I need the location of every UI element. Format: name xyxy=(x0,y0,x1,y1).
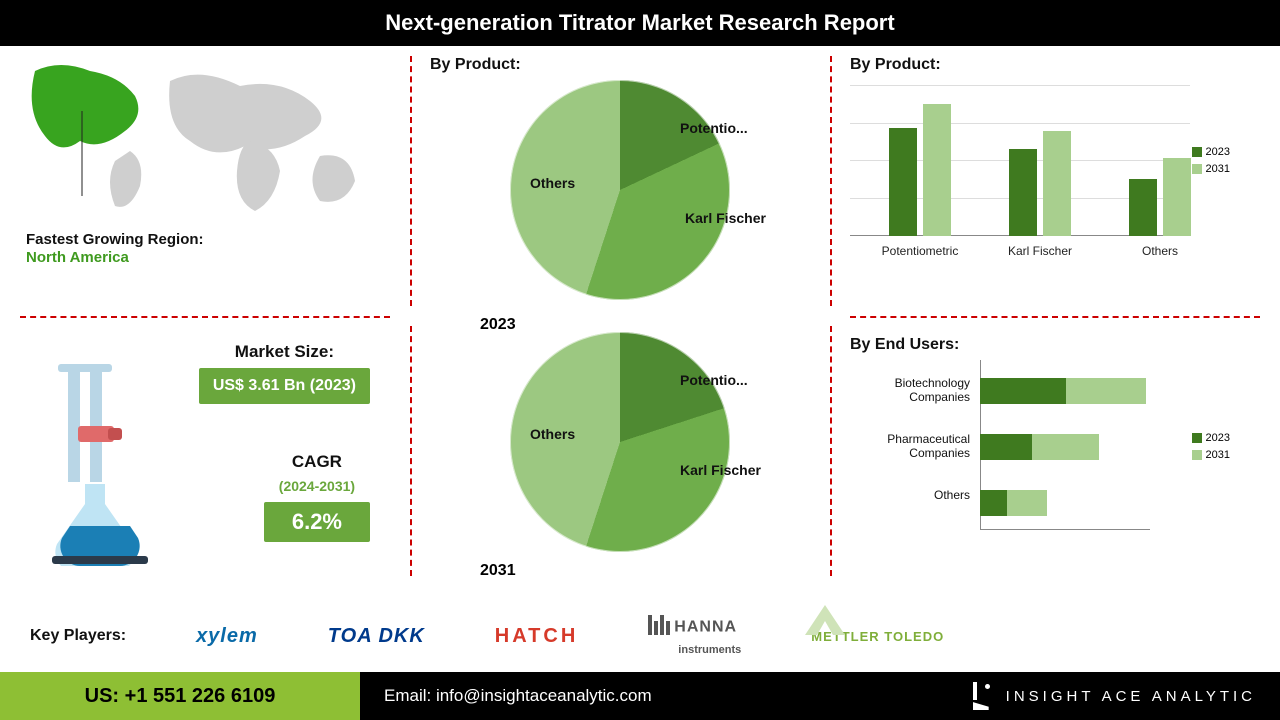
key-players-row: Key Players: xylem TOA DKK HATCH HANNAin… xyxy=(0,600,1280,672)
key-players-label: Key Players: xyxy=(30,627,126,645)
hbar-category: Biotechnology Companies xyxy=(850,376,970,405)
main-grid: Fastest Growing Region: North America By… xyxy=(0,46,1280,600)
hbar-section-label: By End Users: xyxy=(850,336,1260,354)
logo-xylem: xylem xyxy=(196,625,258,648)
report-title: Next-generation Titrator Market Research… xyxy=(0,0,1280,46)
pie2-label-others: Others xyxy=(530,426,575,442)
hbar-chart: 2023 2031 Biotechnology Companies Pharmac… xyxy=(850,360,1230,550)
footer: US: +1 551 226 6109 Email: info@insighta… xyxy=(0,672,1280,720)
pie-label-others: Others xyxy=(530,175,575,191)
footer-phone: US: +1 551 226 6109 xyxy=(0,672,360,720)
market-size-value: US$ 3.61 Bn (2023) xyxy=(199,368,370,404)
cagr-value: 6.2% xyxy=(264,502,370,542)
bar-category: Karl Fischer xyxy=(990,244,1090,258)
pie-2031-panel: Potentio... Karl Fischer Others 2031 xyxy=(410,316,830,586)
pie-2023-panel: By Product: Potentio... Karl Fischer Oth… xyxy=(410,46,830,316)
titrator-icon xyxy=(30,356,180,566)
footer-email: Email: info@insightaceanalytic.com xyxy=(384,686,652,706)
logo-mettler: METTLER TOLEDO xyxy=(811,629,944,644)
hbar-legend: 2023 2031 xyxy=(1192,430,1230,463)
hbar-panel: By End Users: 2023 2031 Biotechnology Co… xyxy=(830,316,1280,586)
hbar-category: Pharmaceutical Companies xyxy=(850,432,970,461)
region-panel: Fastest Growing Region: North America xyxy=(0,46,410,316)
cagr-period: (2024-2031) xyxy=(264,478,370,494)
market-size-label: Market Size: xyxy=(199,342,370,362)
pie-label-potentiometric: Potentio... xyxy=(680,120,748,136)
brand-icon xyxy=(970,682,992,710)
footer-brand: INSIGHT ACE ANALYTIC xyxy=(970,682,1256,710)
pie-year-2031: 2031 xyxy=(480,562,516,580)
cagr-label: CAGR xyxy=(264,452,370,472)
logo-hanna: HANNAinstruments xyxy=(648,615,741,658)
hbar-category: Others xyxy=(850,488,970,502)
bar-chart: 2023 2031 PotentiometricKarl FischerOthe… xyxy=(850,84,1230,264)
bar-section-label: By Product: xyxy=(850,56,1260,74)
region-value: North America xyxy=(26,249,129,266)
pie-chart-2031 xyxy=(510,332,730,552)
bar-category: Potentiometric xyxy=(870,244,970,258)
logo-hatch: HATCH xyxy=(495,625,579,648)
pie-label-karlfischer: Karl Fischer xyxy=(685,210,766,226)
pie2-label-karlfischer: Karl Fischer xyxy=(680,462,761,478)
bar-category: Others xyxy=(1110,244,1210,258)
pie2-label-potentiometric: Potentio... xyxy=(680,372,748,388)
pie-section-label: By Product: xyxy=(430,56,810,74)
world-map-icon xyxy=(20,56,400,226)
bar-panel: By Product: 2023 2031 PotentiometricKarl… xyxy=(830,46,1280,316)
logo-toadkk: TOA DKK xyxy=(328,625,425,648)
region-label: Fastest Growing Region: xyxy=(26,231,204,248)
metrics-panel: Market Size: US$ 3.61 Bn (2023) CAGR (20… xyxy=(0,316,410,586)
